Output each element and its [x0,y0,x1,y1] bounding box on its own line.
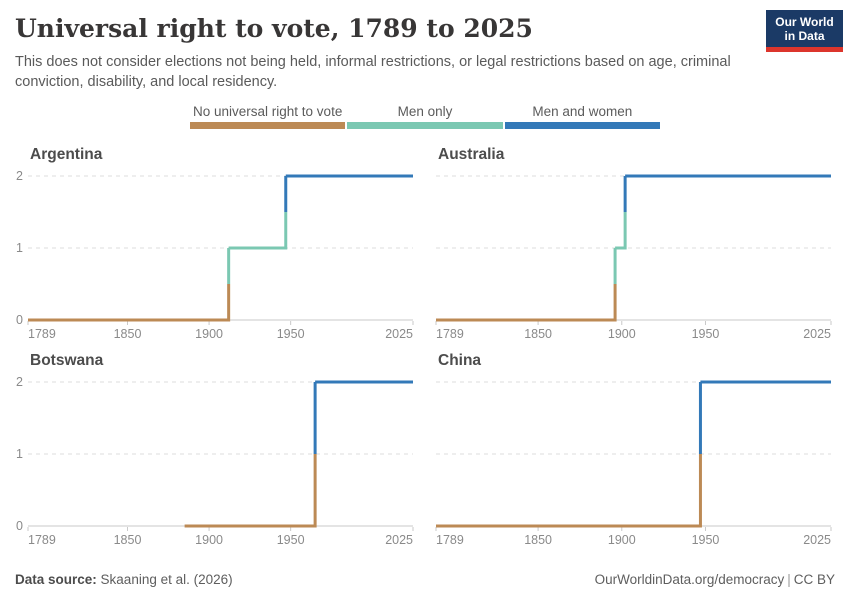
svg-text:0: 0 [16,519,23,533]
svg-text:1789: 1789 [28,327,56,341]
svg-text:1789: 1789 [28,533,56,547]
data-line [436,174,831,322]
owid-logo[interactable]: Our World in Data [766,10,843,53]
grid-lines [28,175,413,249]
svg-text:1850: 1850 [524,327,552,341]
owid-logo-line1: Our World [775,15,834,29]
x-axis: 1789 1850 1900 1950 2025 [435,525,832,547]
x-axis: 1789 1850 1900 1950 2025 [27,525,414,547]
svg-text:1900: 1900 [195,533,223,547]
legend-label: Men only [397,104,453,119]
svg-text:1950: 1950 [692,533,720,547]
y-axis-labels: 0 1 2 [16,169,23,327]
data-line [28,174,413,322]
grid-lines [436,381,831,455]
legend-label: No universal right to vote [193,104,343,119]
svg-text:1900: 1900 [608,533,636,547]
svg-text:1950: 1950 [692,327,720,341]
svg-text:2025: 2025 [385,327,413,341]
data-source-label: Data source: [15,572,97,587]
svg-text:2: 2 [16,169,23,183]
svg-text:1900: 1900 [608,327,636,341]
svg-text:1950: 1950 [277,327,305,341]
legend-item-men_and_women: Men and women [504,104,660,129]
y-axis-labels: 0 1 2 [16,375,23,533]
svg-text:1900: 1900 [195,327,223,341]
chart-botswana: 0 1 2 1789 1850 1900 1950 2025 [16,375,414,547]
svg-text:1950: 1950 [277,533,305,547]
chart-title-argentina: Argentina [30,146,103,163]
legend-swatch [190,122,346,129]
chart-australia: 1789 1850 1900 1950 2025 [435,174,832,341]
footer: Data source: Skaaning et al. (2026) OurW… [15,572,835,587]
x-axis: 1789 1850 1900 1950 2025 [27,319,414,341]
charts-grid: Argentina 0 1 2 1789 1850 1900 1950 2025 Australi… [15,146,835,548]
chart-panel-china: China 1789 1850 1900 1950 2025 [433,352,833,548]
chart-panel-botswana: Botswana 0 1 2 1789 1850 1900 1950 2025 [15,352,415,548]
chart-panel-argentina: Argentina 0 1 2 1789 1850 1900 1950 2025 [15,146,415,342]
footer-separator: | [787,572,791,587]
data-source: Data source: Skaaning et al. (2026) [15,572,233,587]
footer-links: OurWorldinData.org/democracy | CC BY [595,572,835,587]
chart-title-botswana: Botswana [30,352,104,369]
legend-swatch [504,122,660,129]
owid-logo-line2: in Data [784,29,825,44]
legend: No universal right to vote Men only Men an… [190,104,660,129]
grid-lines [28,381,413,455]
svg-text:2025: 2025 [385,533,413,547]
svg-text:2: 2 [16,375,23,389]
svg-text:2025: 2025 [803,327,831,341]
svg-text:2025: 2025 [803,533,831,547]
svg-text:1850: 1850 [114,533,142,547]
x-axis: 1789 1850 1900 1950 2025 [435,319,832,341]
chart-subtitle: This does not consider elections not bei… [15,54,731,90]
chart-panel-australia: Australia 1789 1850 1900 1950 2025 [433,146,833,342]
data-source-value: Skaaning et al. (2026) [100,572,233,587]
svg-text:1850: 1850 [114,327,142,341]
chart-title-china: China [438,352,482,369]
legend-item-men_only: Men only [347,104,503,129]
chart-china: 1789 1850 1900 1950 2025 [435,380,832,547]
data-line [184,380,413,528]
svg-text:1789: 1789 [436,533,464,547]
data-line [436,380,831,528]
svg-text:0: 0 [16,313,23,327]
legend-item-no_universal: No universal right to vote [190,104,346,129]
footer-url-link[interactable]: OurWorldinData.org/democracy [594,572,785,587]
svg-text:1: 1 [16,447,23,461]
chart-argentina: 0 1 2 1789 1850 1900 1950 2025 [16,169,414,341]
svg-text:1789: 1789 [436,327,464,341]
page-title: Universal right to vote, 1789 to 2025 [15,14,533,43]
chart-title-australia: Australia [438,146,505,163]
legend-label: Men and women [532,104,633,119]
svg-text:1850: 1850 [524,533,552,547]
legend-swatch [347,122,503,129]
grid-lines [436,175,831,249]
svg-text:1: 1 [16,241,23,255]
footer-license: CC BY [793,572,835,587]
